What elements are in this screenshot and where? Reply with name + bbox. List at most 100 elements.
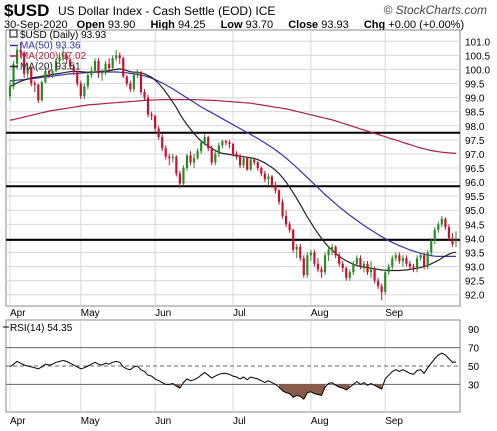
candle-body — [51, 70, 54, 74]
quote-open: Open 93.90 — [76, 19, 136, 31]
quote-close: Close 93.93 — [288, 19, 349, 31]
candle-body — [33, 83, 36, 85]
candle-body — [238, 156, 242, 166]
candle-body — [345, 267, 348, 278]
candle-body — [231, 144, 235, 154]
candle-body — [373, 269, 376, 281]
candle-body — [178, 173, 182, 184]
price-x-tick-label: Apr — [10, 308, 26, 319]
candle-body — [72, 66, 75, 73]
price-tick-label: 99.5 — [465, 80, 485, 91]
candle-body — [228, 142, 231, 145]
candle-body — [171, 156, 174, 159]
candle-body — [90, 70, 93, 76]
candle-body — [302, 258, 305, 276]
candle-body — [136, 72, 139, 76]
candle-body — [86, 75, 89, 87]
candle-body — [93, 60, 97, 71]
candle-body — [132, 75, 135, 90]
candle-body — [221, 141, 224, 146]
legend-swatch — [9, 29, 18, 38]
rsi-tick-label: 30 — [468, 380, 480, 391]
candle-body — [235, 153, 238, 157]
price-legend-entry: MA(20) 93.51 — [20, 62, 81, 73]
candle-body — [331, 246, 334, 250]
price-x-tick-label: Sep — [385, 308, 403, 319]
candle-body — [270, 176, 274, 185]
candle-body — [182, 168, 185, 184]
candle-body — [65, 55, 68, 60]
candle-body — [267, 176, 270, 180]
candle-body — [30, 68, 33, 84]
candle-body — [419, 255, 422, 259]
candle-body — [207, 137, 210, 149]
candle-body — [440, 218, 443, 225]
rsi-x-tick-label: Aug — [311, 416, 329, 427]
ticker-symbol: $USD — [4, 1, 50, 20]
rsi-legend-entry: RSI(14) 54.35 — [10, 323, 73, 334]
price-tick-label: 92.5 — [465, 277, 485, 288]
candle-body — [447, 227, 451, 239]
candle-body — [122, 58, 125, 77]
rsi-x-tick-label: Jul — [233, 416, 246, 427]
candle-body — [175, 156, 178, 174]
candle-body — [200, 142, 203, 152]
price-tick-label: 95.5 — [465, 192, 485, 203]
candle-body — [192, 158, 196, 163]
candle-body — [196, 151, 199, 159]
candle-body — [83, 86, 86, 97]
candle-body — [277, 190, 281, 202]
candle-body — [401, 258, 405, 261]
candle-body — [334, 246, 337, 256]
price-tick-label: 93.5 — [465, 248, 485, 259]
rsi-x-tick-label: Jun — [155, 416, 171, 427]
candle-body — [108, 63, 111, 69]
price-tick-label: 93.0 — [465, 263, 485, 274]
candle-body — [97, 60, 100, 74]
candle-body — [210, 148, 213, 163]
candle-body — [111, 58, 114, 69]
candle-body — [203, 137, 206, 143]
candle-body — [104, 63, 107, 73]
price-tick-label: 96.0 — [465, 178, 485, 189]
candle-body — [19, 49, 22, 53]
candle-body — [433, 229, 436, 242]
candle-body — [398, 255, 401, 261]
candle-body — [15, 49, 19, 64]
candle-body — [125, 76, 128, 84]
candle-body — [380, 286, 383, 292]
candle-body — [26, 68, 29, 74]
quote-summary: 30-Sep-2020 Open 93.90 High 94.25 Low 93… — [4, 19, 476, 31]
candle-body — [430, 241, 433, 253]
candle-body — [359, 258, 362, 267]
candle-body — [316, 263, 320, 270]
candle-body — [214, 153, 217, 163]
candle-body — [150, 114, 153, 116]
rsi-oversold-fill — [335, 384, 350, 390]
candle-body — [415, 258, 419, 270]
candle-body — [23, 52, 26, 74]
price-legend-entry: $USD (Daily) 93.93 — [20, 30, 107, 41]
candle-body — [454, 240, 458, 242]
candle-body — [295, 246, 298, 250]
candle-body — [246, 158, 249, 170]
rsi-x-tick-label: May — [81, 416, 100, 427]
candle-body — [352, 263, 355, 273]
candle-body — [37, 84, 40, 101]
candle-body — [423, 255, 426, 267]
candle-body — [58, 56, 61, 61]
candle-body — [384, 272, 387, 292]
price-tick-label: 101.0 — [465, 37, 490, 48]
candle-body — [405, 258, 408, 264]
candle-body — [327, 249, 330, 256]
rsi-x-tick-label: Sep — [385, 416, 403, 427]
ma200-line — [9, 98, 457, 154]
candle-body — [348, 272, 351, 278]
price-tick-label: 97.5 — [465, 136, 485, 147]
candle-body — [143, 91, 146, 98]
candle-body — [369, 269, 373, 273]
price-tick-label: 95.0 — [465, 206, 485, 217]
price-tick-label: 99.0 — [465, 94, 485, 105]
candle-body — [224, 141, 228, 143]
